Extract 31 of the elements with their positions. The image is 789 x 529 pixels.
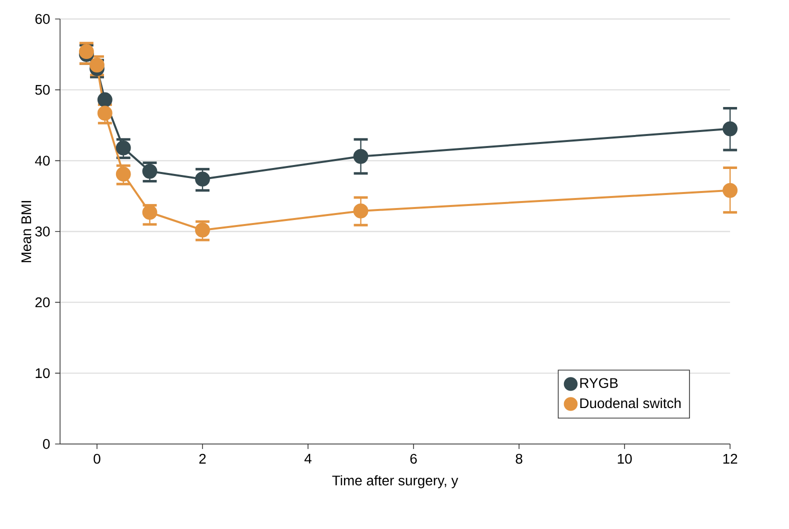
point [353, 203, 368, 218]
point [142, 164, 158, 179]
point [722, 121, 738, 136]
x-tick-label: 4 [304, 454, 312, 464]
point [142, 204, 158, 220]
point [97, 92, 112, 108]
point [97, 106, 112, 121]
point [116, 166, 131, 182]
y-tick-label: 60 [35, 14, 50, 24]
x-tick-label: 2 [199, 454, 206, 464]
point [90, 58, 104, 73]
y-tick-label: 0 [43, 439, 50, 449]
legend-label: RYGB [580, 378, 618, 388]
y-axis-title: Mean BMI [21, 201, 32, 262]
x-tick-label: 0 [94, 454, 100, 464]
legend-label: Duodenal switch [580, 398, 681, 408]
x-tick-label: 10 [618, 454, 632, 464]
y-tick-label: 50 [35, 84, 50, 95]
point [722, 182, 738, 198]
y-tick-label: 10 [36, 368, 50, 378]
x-tick-label: 12 [723, 454, 738, 464]
y-tick-label: 40 [35, 156, 50, 166]
point [353, 148, 368, 164]
point [195, 172, 210, 187]
x-tick-label: 6 [410, 454, 417, 464]
x-tick-label: 8 [516, 454, 522, 464]
point [195, 222, 210, 238]
y-tick-label: 30 [35, 226, 50, 236]
x-axis-title: Time after surgery, y [332, 475, 458, 488]
y-tick-label: 20 [35, 297, 50, 308]
point [116, 140, 131, 156]
